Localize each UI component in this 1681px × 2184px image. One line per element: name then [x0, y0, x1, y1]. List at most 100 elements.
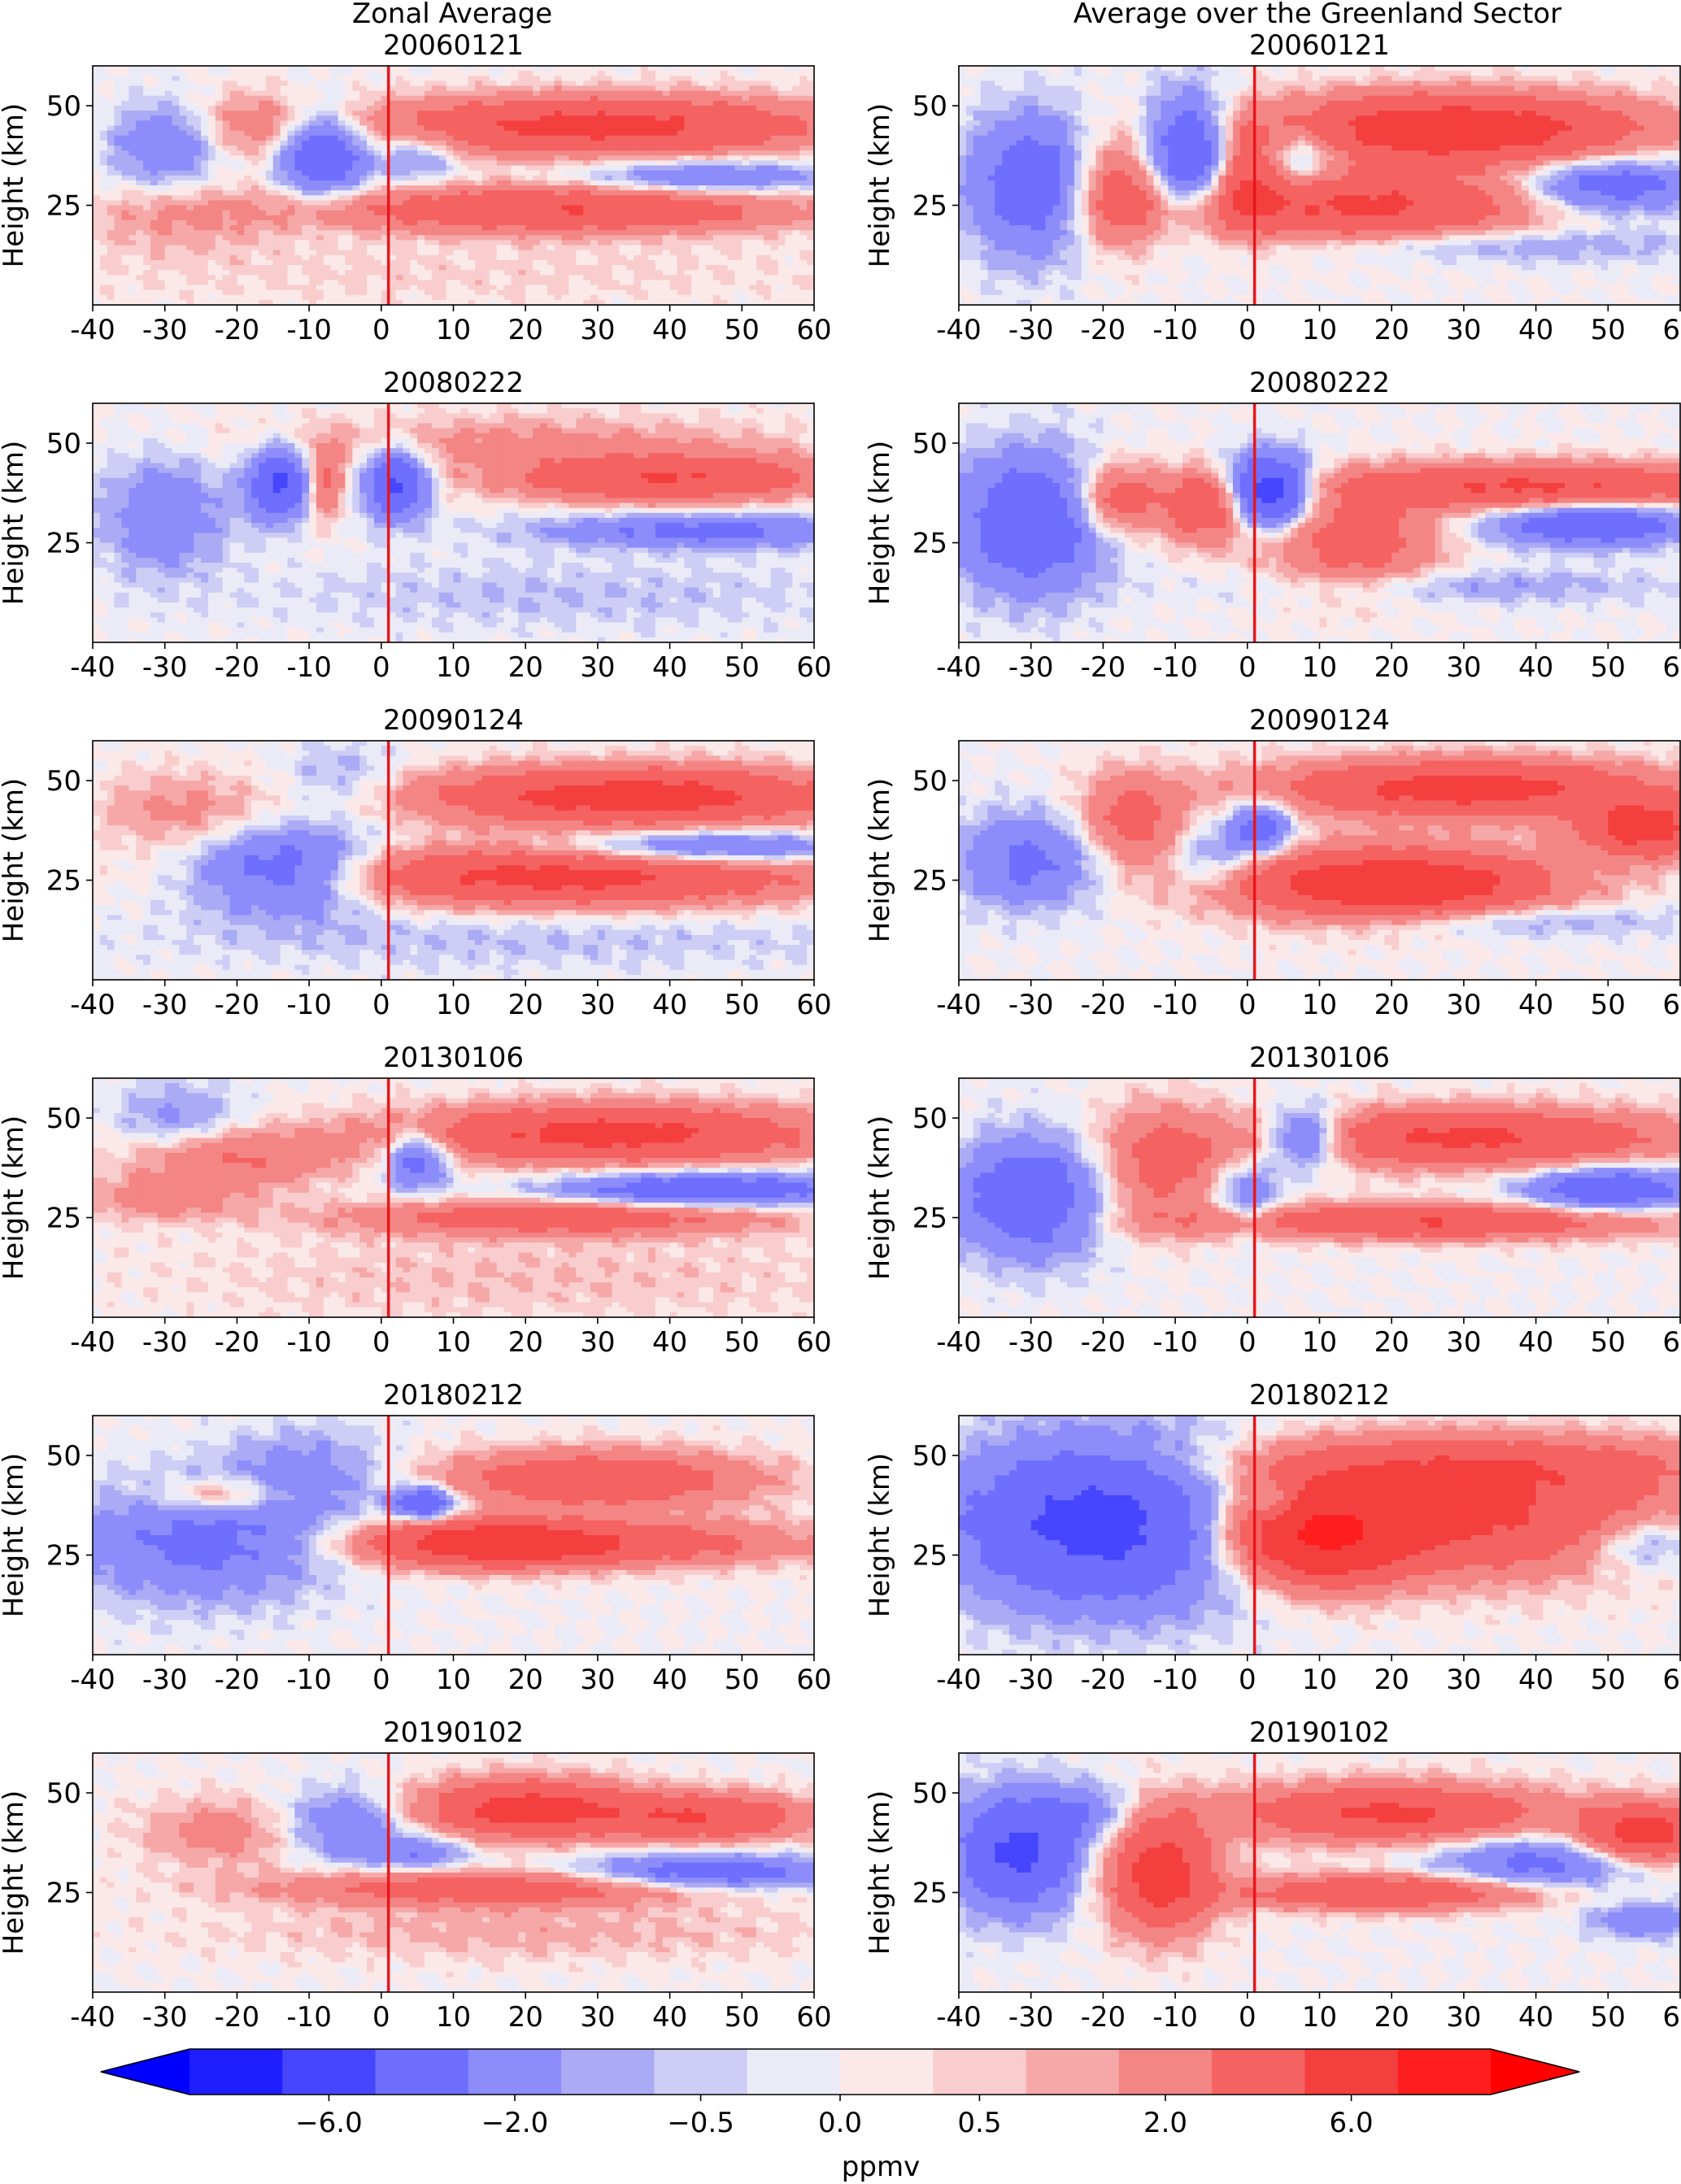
heatmap-cell — [670, 195, 677, 201]
heatmap-cell — [136, 76, 143, 81]
heatmap-cell — [620, 131, 627, 137]
heatmap-cell — [547, 101, 555, 107]
heatmap-cell — [699, 86, 706, 92]
heatmap-cell — [309, 106, 316, 111]
heatmap-cell — [756, 131, 764, 137]
heatmap-cell — [728, 255, 735, 261]
heatmap-cell — [324, 181, 331, 186]
heatmap-cell — [518, 230, 525, 236]
heatmap-cell — [338, 225, 346, 231]
heatmap-cell — [504, 96, 512, 102]
heatmap-cell — [792, 146, 799, 151]
heatmap-cell — [324, 230, 331, 236]
heatmap-cell — [590, 235, 598, 241]
heatmap-cell — [504, 115, 512, 121]
heatmap-cell — [216, 101, 223, 107]
heatmap-cell — [533, 185, 540, 191]
heatmap-cell — [468, 120, 475, 126]
heatmap-cell — [734, 96, 742, 102]
heatmap-cell — [158, 250, 165, 256]
heatmap-cell — [186, 190, 194, 196]
heatmap-cell — [778, 131, 786, 137]
heatmap-cell — [713, 260, 721, 266]
heatmap-cell — [309, 120, 316, 126]
heatmap-cell — [598, 155, 605, 161]
heatmap-cell — [612, 141, 620, 146]
heatmap-cell — [728, 76, 735, 81]
heatmap-cell — [648, 91, 655, 97]
heatmap-cell — [540, 91, 547, 97]
heatmap-cell — [403, 206, 410, 211]
heatmap-cell — [338, 76, 346, 81]
heatmap-cell — [540, 185, 547, 191]
heatmap-cell — [749, 66, 756, 72]
heatmap-cell — [482, 66, 490, 72]
heatmap-cell — [568, 101, 576, 107]
heatmap-cell — [555, 246, 562, 251]
heatmap-cell — [425, 106, 432, 111]
heatmap-cell — [504, 211, 512, 216]
heatmap-cell — [670, 136, 677, 141]
heatmap-cell — [605, 150, 612, 156]
heatmap-cell — [721, 80, 728, 86]
heatmap-cell — [359, 141, 367, 146]
heatmap-cell — [706, 136, 713, 141]
heatmap-cell — [677, 111, 684, 116]
heatmap-cell — [172, 255, 180, 261]
heatmap-cell — [799, 260, 807, 266]
heatmap-cell — [497, 215, 504, 221]
heatmap-cell — [525, 66, 533, 72]
heatmap-cell — [259, 66, 266, 72]
heatmap-cell — [663, 211, 670, 216]
heatmap-cell — [374, 120, 381, 126]
heatmap-cell — [583, 136, 590, 141]
heatmap-cell — [742, 115, 749, 121]
heatmap-cell — [583, 185, 590, 191]
heatmap-cell — [706, 155, 713, 161]
heatmap-cell — [598, 240, 605, 246]
heatmap-cell — [518, 136, 525, 141]
heatmap-cell — [684, 260, 691, 266]
heatmap-cell — [792, 166, 799, 172]
heatmap-cell — [115, 91, 122, 97]
heatmap-cell — [266, 71, 273, 76]
heatmap-cell — [555, 200, 562, 206]
heatmap-cell — [367, 240, 374, 246]
heatmap-cell — [216, 246, 223, 251]
heatmap-cell — [403, 101, 410, 107]
heatmap-cell — [742, 195, 749, 201]
heatmap-cell — [490, 96, 497, 102]
heatmap-cell — [410, 96, 417, 102]
heatmap-cell — [547, 131, 555, 137]
heatmap-cell — [244, 91, 251, 97]
heatmap-cell — [172, 131, 180, 137]
heatmap-cell — [533, 190, 540, 196]
heatmap-cell — [121, 115, 128, 121]
heatmap-cell — [396, 181, 403, 186]
heatmap-cell — [93, 66, 100, 72]
heatmap-cell — [504, 176, 512, 181]
heatmap-cell — [807, 71, 814, 76]
heatmap-cell — [756, 141, 764, 146]
heatmap-cell — [677, 136, 684, 141]
heatmap-cell — [568, 260, 576, 266]
heatmap-cell — [425, 111, 432, 116]
heatmap-cell — [771, 206, 778, 211]
heatmap-cell — [396, 131, 403, 137]
heatmap-cell — [287, 86, 294, 92]
heatmap-cell — [786, 166, 793, 172]
heatmap-cell — [691, 80, 699, 86]
heatmap-cell — [663, 235, 670, 241]
heatmap-cell — [150, 80, 158, 86]
heatmap-cell — [432, 250, 439, 256]
heatmap-cell — [590, 150, 598, 156]
heatmap-cell — [107, 146, 115, 151]
heatmap-cell — [194, 146, 201, 151]
heatmap-cell — [201, 101, 208, 107]
heatmap-cell — [677, 96, 684, 102]
heatmap-cell — [691, 185, 699, 191]
heatmap-cell — [792, 150, 799, 156]
heatmap-cell — [107, 155, 115, 161]
heatmap-cell — [721, 146, 728, 151]
heatmap-cell — [490, 206, 497, 211]
